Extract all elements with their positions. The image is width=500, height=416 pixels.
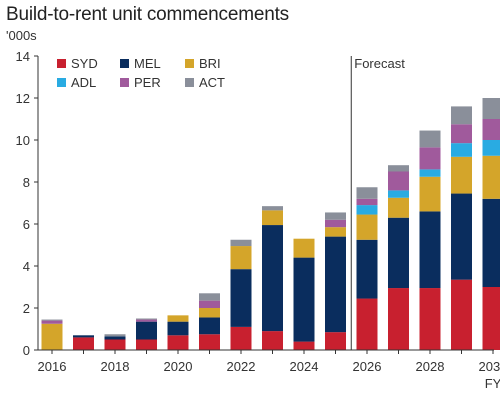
legend-label-per: PER	[134, 75, 161, 90]
bar-syd-2021	[199, 334, 220, 350]
legend-swatch-bri	[185, 59, 194, 68]
bar-per-2029	[451, 124, 472, 144]
legend-label-act: ACT	[199, 75, 225, 90]
bar-act-2022	[230, 239, 252, 247]
bar-syd-2029	[451, 279, 472, 350]
bar-syd-2024	[293, 341, 315, 350]
bar-mel-2025	[325, 236, 346, 333]
legend-label-adl: ADL	[71, 75, 96, 90]
y-tick-label: 0	[23, 343, 30, 358]
bar-mel-2028	[419, 211, 441, 289]
bar-bri-2016	[41, 323, 63, 350]
bar-act-2027	[388, 165, 409, 172]
bar-adl-2026	[356, 205, 378, 215]
y-tick-label: 4	[23, 259, 30, 274]
legend-swatch-per	[120, 78, 129, 87]
bar-mel-2027	[388, 217, 409, 289]
x-tick-label: 2018	[101, 359, 130, 374]
bar-act-2028	[419, 130, 441, 148]
bar-bri-2021	[199, 308, 220, 318]
legend-swatch-adl	[57, 78, 66, 87]
legend-swatch-syd	[57, 59, 66, 68]
bar-bri-2029	[451, 156, 472, 194]
bar-act-2026	[356, 187, 378, 199]
bar-per-2027	[388, 171, 409, 191]
bar-per-2025	[325, 219, 346, 228]
bar-per-2021	[199, 300, 220, 308]
bar-per-2019	[136, 319, 157, 322]
bar-mel-2030	[482, 198, 500, 287]
x-tick-label: 2024	[290, 359, 319, 374]
bar-adl-2029	[451, 143, 472, 157]
x-tick-label: 2028	[416, 359, 445, 374]
bar-act-2029	[451, 106, 472, 125]
y-unit-label: '000s	[6, 28, 37, 43]
bar-mel-2029	[451, 193, 472, 280]
bar-act-2016	[41, 319, 63, 321]
bar-act-2030	[482, 98, 500, 119]
y-tick-label: 10	[16, 133, 30, 148]
bar-act-2018	[104, 334, 126, 337]
bar-syd-2022	[230, 326, 252, 350]
bar-syd-2030	[482, 287, 500, 350]
bar-syd-2019	[136, 339, 157, 350]
bar-mel-2018	[104, 336, 126, 340]
bar-syd-2027	[388, 288, 409, 350]
bar-mel-2024	[293, 257, 315, 342]
legend-label-syd: SYD	[71, 56, 98, 71]
bar-act-2021	[199, 293, 220, 301]
x-tick-label: 2020	[164, 359, 193, 374]
bar-act-2023	[262, 206, 283, 211]
bar-act-2019	[136, 318, 157, 320]
x-axis-fy-label: FY	[485, 376, 500, 391]
legend-label-bri: BRI	[199, 56, 221, 71]
y-tick-label: 6	[23, 217, 30, 232]
bar-per-2026	[356, 198, 378, 206]
bar-syd-2028	[419, 288, 441, 350]
bar-act-2025	[325, 212, 346, 220]
x-tick-label: 2026	[353, 359, 382, 374]
bar-mel-2020	[167, 321, 189, 336]
legend-swatch-mel	[120, 59, 129, 68]
bar-per-2028	[419, 147, 441, 170]
bar-bri-2024	[293, 238, 315, 258]
bar-mel-2021	[199, 317, 220, 335]
bar-bri-2020	[167, 315, 189, 322]
y-tick-label: 8	[23, 175, 30, 190]
bar-bri-2026	[356, 214, 378, 240]
bar-mel-2023	[262, 225, 283, 332]
bar-adl-2028	[419, 169, 441, 177]
bar-bri-2028	[419, 176, 441, 212]
bar-adl-2027	[388, 190, 409, 198]
x-tick-label: 2022	[227, 359, 256, 374]
bar-bri-2030	[482, 155, 500, 199]
bar-adl-2030	[482, 140, 500, 156]
chart-title: Build-to-rent unit commencements	[6, 4, 289, 25]
bar-per-2016	[41, 320, 63, 324]
bar-syd-2020	[167, 335, 189, 350]
bar-syd-2026	[356, 298, 378, 350]
y-tick-label: 14	[16, 49, 30, 64]
bar-syd-2018	[104, 339, 126, 350]
bar-bri-2022	[230, 246, 252, 270]
forecast-label: Forecast	[354, 56, 405, 71]
bar-bri-2025	[325, 227, 346, 237]
bar-mel-2022	[230, 269, 252, 327]
x-tick-label: 2030	[479, 359, 500, 374]
bar-mel-2019	[136, 321, 157, 340]
bar-per-2030	[482, 119, 500, 140]
bar-mel-2017	[73, 335, 94, 338]
bar-bri-2023	[262, 210, 283, 226]
bar-syd-2017	[73, 337, 94, 350]
y-tick-label: 12	[16, 91, 30, 106]
y-tick-label: 2	[23, 301, 30, 316]
legend-label-mel: MEL	[134, 56, 161, 71]
bar-syd-2023	[262, 331, 283, 350]
bar-mel-2026	[356, 239, 378, 299]
bar-bri-2027	[388, 197, 409, 218]
bar-syd-2025	[325, 332, 346, 350]
legend-swatch-act	[185, 78, 194, 87]
x-tick-label: 2016	[38, 359, 67, 374]
